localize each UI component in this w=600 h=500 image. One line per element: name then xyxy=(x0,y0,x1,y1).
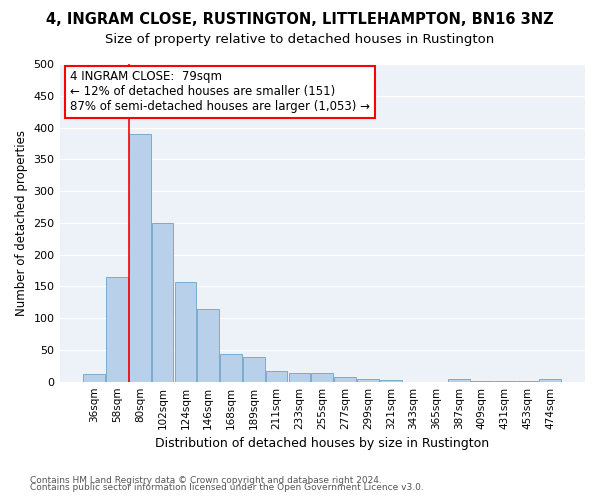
Text: 4 INGRAM CLOSE:  79sqm
← 12% of detached houses are smaller (151)
87% of semi-de: 4 INGRAM CLOSE: 79sqm ← 12% of detached … xyxy=(70,70,370,114)
Bar xyxy=(289,373,310,382)
Bar xyxy=(152,223,173,382)
Bar xyxy=(539,378,561,382)
Bar xyxy=(311,374,333,382)
Bar xyxy=(380,380,401,382)
Text: 4, INGRAM CLOSE, RUSTINGTON, LITTLEHAMPTON, BN16 3NZ: 4, INGRAM CLOSE, RUSTINGTON, LITTLEHAMPT… xyxy=(46,12,554,28)
Bar xyxy=(448,379,470,382)
Y-axis label: Number of detached properties: Number of detached properties xyxy=(15,130,28,316)
Bar xyxy=(129,134,151,382)
Bar xyxy=(106,277,128,382)
Bar xyxy=(83,374,105,382)
Text: Contains HM Land Registry data © Crown copyright and database right 2024.: Contains HM Land Registry data © Crown c… xyxy=(30,476,382,485)
Bar xyxy=(494,381,515,382)
Text: Size of property relative to detached houses in Rustington: Size of property relative to detached ho… xyxy=(106,32,494,46)
Bar xyxy=(471,381,493,382)
Bar xyxy=(266,371,287,382)
Bar xyxy=(220,354,242,382)
Bar xyxy=(334,376,356,382)
Bar xyxy=(517,381,538,382)
Bar xyxy=(175,282,196,382)
Bar xyxy=(197,308,219,382)
X-axis label: Distribution of detached houses by size in Rustington: Distribution of detached houses by size … xyxy=(155,437,490,450)
Text: Contains public sector information licensed under the Open Government Licence v3: Contains public sector information licen… xyxy=(30,484,424,492)
Bar xyxy=(357,378,379,382)
Bar xyxy=(243,357,265,382)
